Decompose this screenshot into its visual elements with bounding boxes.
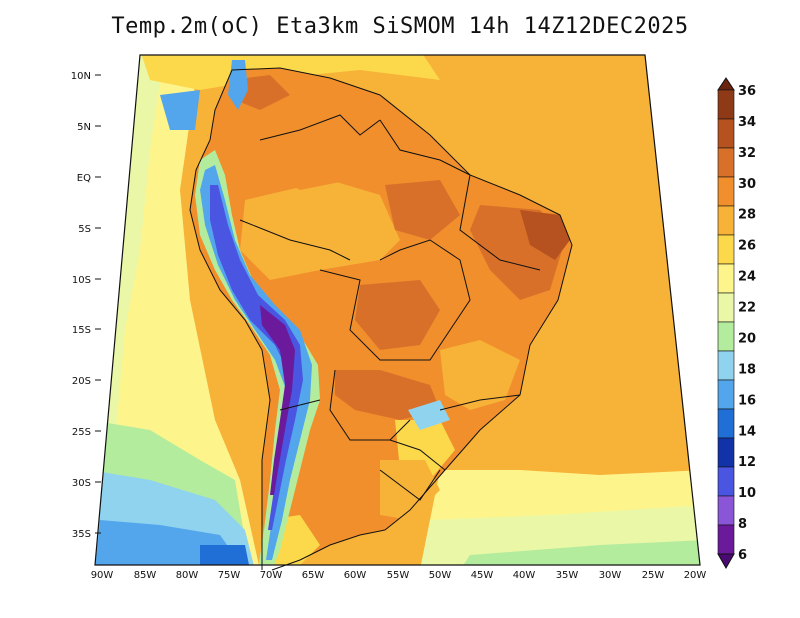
lat-label: 25S	[72, 427, 91, 438]
lon-label: 30W	[599, 570, 622, 581]
colorbar-swatch	[717, 350, 735, 381]
lat-label: 35S	[72, 529, 91, 540]
colorbar-label: 28	[738, 208, 756, 223]
lon-label: 75W	[218, 570, 241, 581]
lat-label: 30S	[72, 478, 91, 489]
colorbar-swatch	[717, 466, 735, 497]
lon-label: 20W	[684, 570, 707, 581]
colorbar-label: 22	[738, 301, 756, 316]
colorbar: 36 34 32 30 28 26 24 22 20 18 16 14 12 10 8 6	[717, 77, 756, 570]
colorbar-label: 32	[738, 146, 756, 161]
lon-label: 40W	[513, 570, 536, 581]
colorbar-label: 36	[738, 84, 756, 99]
colorbar-label: 14	[738, 424, 756, 439]
colorbar-label: 20	[738, 331, 756, 346]
colorbar-swatch	[717, 321, 735, 352]
lon-label: 25W	[642, 570, 665, 581]
latitude-axis	[95, 74, 101, 534]
colorbar-swatch	[717, 292, 735, 323]
lon-label: 50W	[429, 570, 452, 581]
colorbar-label: 6	[738, 548, 747, 563]
colorbar-label: 34	[738, 115, 756, 130]
colorbar-swatch	[717, 408, 735, 439]
colorbar-label: 12	[738, 455, 756, 470]
lon-label: 65W	[302, 570, 325, 581]
colorbar-label: 16	[738, 393, 756, 408]
colorbar-label: 18	[738, 362, 756, 377]
country-borders	[189, 67, 573, 571]
colorbar-swatch	[717, 205, 735, 236]
colorbar-label: 10	[738, 486, 756, 501]
lon-label: 80W	[176, 570, 199, 581]
colorbar-label: 26	[738, 239, 756, 254]
lon-label: 45W	[471, 570, 494, 581]
map-title: Temp.2m(oC) Eta3km SiSMOM 14h 14Z12DEC20…	[111, 14, 689, 39]
colorbar-swatch	[717, 176, 735, 207]
colorbar-swatch	[717, 379, 735, 410]
lat-label: 10N	[71, 71, 91, 82]
lat-label: EQ	[77, 173, 91, 184]
colorbar-label: 8	[738, 517, 747, 532]
colorbar-swatch	[717, 89, 735, 120]
colorbar-swatch	[717, 437, 735, 468]
temperature-field	[95, 55, 700, 565]
lat-label: 20S	[72, 376, 91, 387]
colorbar-swatch	[717, 263, 735, 294]
colorbar-bottom-arrow	[717, 553, 735, 570]
lat-label: 5N	[77, 122, 91, 133]
lat-label: 10S	[72, 275, 91, 286]
colorbar-swatch	[717, 118, 735, 149]
lon-label: 55W	[387, 570, 410, 581]
lon-label: 35W	[556, 570, 579, 581]
colorbar-top-arrow	[717, 77, 735, 91]
colorbar-label: 24	[738, 270, 756, 285]
lon-label: 70W	[260, 570, 283, 581]
lon-label: 60W	[344, 570, 367, 581]
lon-label: 85W	[134, 570, 157, 581]
map-frame	[94, 54, 701, 566]
lat-label: 5S	[78, 224, 91, 235]
colorbar-swatch	[717, 234, 735, 265]
lon-label: 90W	[91, 570, 114, 581]
colorbar-swatch	[717, 524, 735, 555]
colorbar-label: 30	[738, 177, 756, 192]
lat-label: 15S	[72, 325, 91, 336]
colorbar-swatch	[717, 495, 735, 526]
colorbar-swatch	[717, 147, 735, 178]
